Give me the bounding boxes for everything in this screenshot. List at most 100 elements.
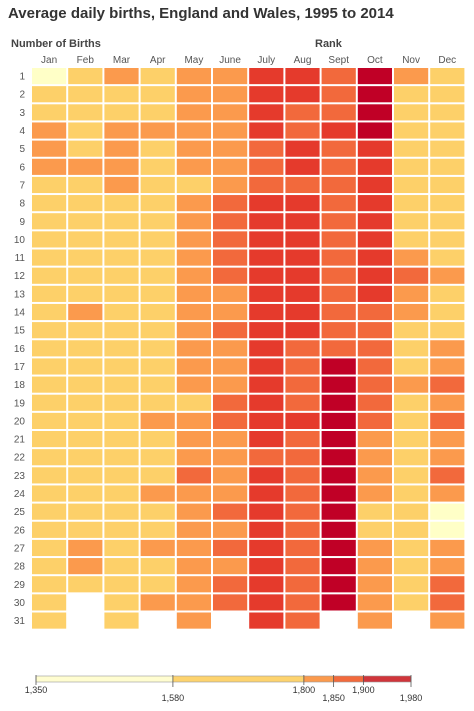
heatmap-cell xyxy=(394,376,429,393)
day-label: 20 xyxy=(14,416,26,427)
heatmap-cell xyxy=(321,68,356,85)
heatmap-cell xyxy=(104,68,139,85)
heatmap-cell xyxy=(285,431,320,448)
heatmap-cell xyxy=(32,521,67,538)
heatmap-cell xyxy=(285,449,320,466)
heatmap-cell xyxy=(394,394,429,411)
heatmap-cell xyxy=(357,558,392,575)
heatmap-cell xyxy=(430,521,465,538)
heatmap-cell xyxy=(285,267,320,284)
heatmap-cell xyxy=(249,376,284,393)
heatmap-cell xyxy=(321,467,356,484)
heatmap-cell xyxy=(68,431,103,448)
heatmap-cell xyxy=(32,267,67,284)
heatmap-cell xyxy=(32,140,67,157)
heatmap-cell xyxy=(104,340,139,357)
heatmap-cell xyxy=(213,267,248,284)
heatmap-cell xyxy=(285,303,320,321)
heatmap-cell xyxy=(285,213,320,230)
heatmap-cell xyxy=(32,68,67,85)
heatmap-cell xyxy=(176,231,211,248)
day-label: 21 xyxy=(14,435,26,446)
heatmap-cell xyxy=(430,467,465,484)
heatmap-cell xyxy=(249,594,284,611)
heatmap-cell xyxy=(213,86,248,103)
heatmap-cell xyxy=(104,140,139,157)
heatmap-cell xyxy=(394,340,429,357)
heatmap-cell xyxy=(104,322,139,339)
heatmap-cell xyxy=(68,249,103,266)
heatmap-cell xyxy=(249,176,284,194)
heatmap-cell xyxy=(249,140,284,157)
heatmap-cell xyxy=(68,485,103,502)
heatmap-cell xyxy=(68,213,103,230)
heatmap-cell xyxy=(249,485,284,502)
heatmap-cell xyxy=(140,467,175,484)
heatmap-cell xyxy=(68,86,103,103)
day-label: 28 xyxy=(14,562,26,573)
heatmap-cell xyxy=(249,449,284,466)
legend-segment xyxy=(36,676,173,682)
heatmap-cell xyxy=(357,612,392,629)
heatmap-cell xyxy=(140,521,175,538)
heatmap-cell xyxy=(140,158,175,175)
heatmap-cell xyxy=(68,285,103,302)
heatmap-cell xyxy=(430,104,465,121)
heatmap-cell xyxy=(249,503,284,520)
heatmap-cell xyxy=(176,449,211,466)
heatmap-cell xyxy=(104,249,139,266)
heatmap-cell xyxy=(394,503,429,520)
heatmap-cell xyxy=(285,322,320,339)
heatmap-cell xyxy=(394,594,429,611)
heatmap-cell xyxy=(68,322,103,339)
day-label: 31 xyxy=(14,616,26,627)
month-label: May xyxy=(184,55,203,66)
heatmap-cell xyxy=(430,322,465,339)
legend-tick-label: 1,850 xyxy=(322,693,345,703)
day-label: 2 xyxy=(19,90,25,101)
heatmap-cell xyxy=(176,376,211,393)
heatmap-cell xyxy=(321,267,356,284)
heatmap-cell xyxy=(321,303,356,321)
heatmap-cell xyxy=(176,612,211,629)
heatmap-cell xyxy=(357,140,392,157)
heatmap-cell xyxy=(140,213,175,230)
heatmap-cell xyxy=(357,521,392,538)
heatmap-cell xyxy=(140,394,175,411)
heatmap-cell xyxy=(104,303,139,321)
heatmap-cell xyxy=(249,303,284,321)
rank-header: Rank xyxy=(315,38,342,50)
day-label: 16 xyxy=(14,344,26,355)
day-label: 3 xyxy=(19,108,25,119)
heatmap-cell xyxy=(321,158,356,175)
heatmap-cell xyxy=(285,176,320,194)
heatmap-cell xyxy=(321,431,356,448)
heatmap-cell xyxy=(140,431,175,448)
heatmap-cell xyxy=(213,158,248,175)
day-label: 13 xyxy=(14,289,26,300)
heatmap-cell xyxy=(430,558,465,575)
month-label: Aug xyxy=(294,55,312,66)
heatmap-cell xyxy=(32,394,67,411)
heatmap-cell xyxy=(249,539,284,557)
heatmap-cell xyxy=(140,376,175,393)
legend-tick-label: 1,800 xyxy=(293,685,316,695)
heatmap-cell xyxy=(176,195,211,212)
heatmap-cell xyxy=(430,376,465,393)
heatmap-cell xyxy=(357,176,392,194)
heatmap-cell xyxy=(357,576,392,593)
month-label: Dec xyxy=(438,55,456,66)
heatmap-cell xyxy=(285,376,320,393)
heatmap-cell xyxy=(176,249,211,266)
heatmap-cell xyxy=(249,322,284,339)
day-label: 4 xyxy=(19,126,25,137)
day-label: 17 xyxy=(14,362,26,373)
heatmap-cell xyxy=(285,358,320,375)
heatmap-cell xyxy=(321,322,356,339)
heatmap-cell xyxy=(213,376,248,393)
heatmap-cell xyxy=(32,231,67,248)
heatmap-cell xyxy=(68,122,103,139)
heatmap-cell xyxy=(285,122,320,139)
heatmap-cell xyxy=(176,140,211,157)
